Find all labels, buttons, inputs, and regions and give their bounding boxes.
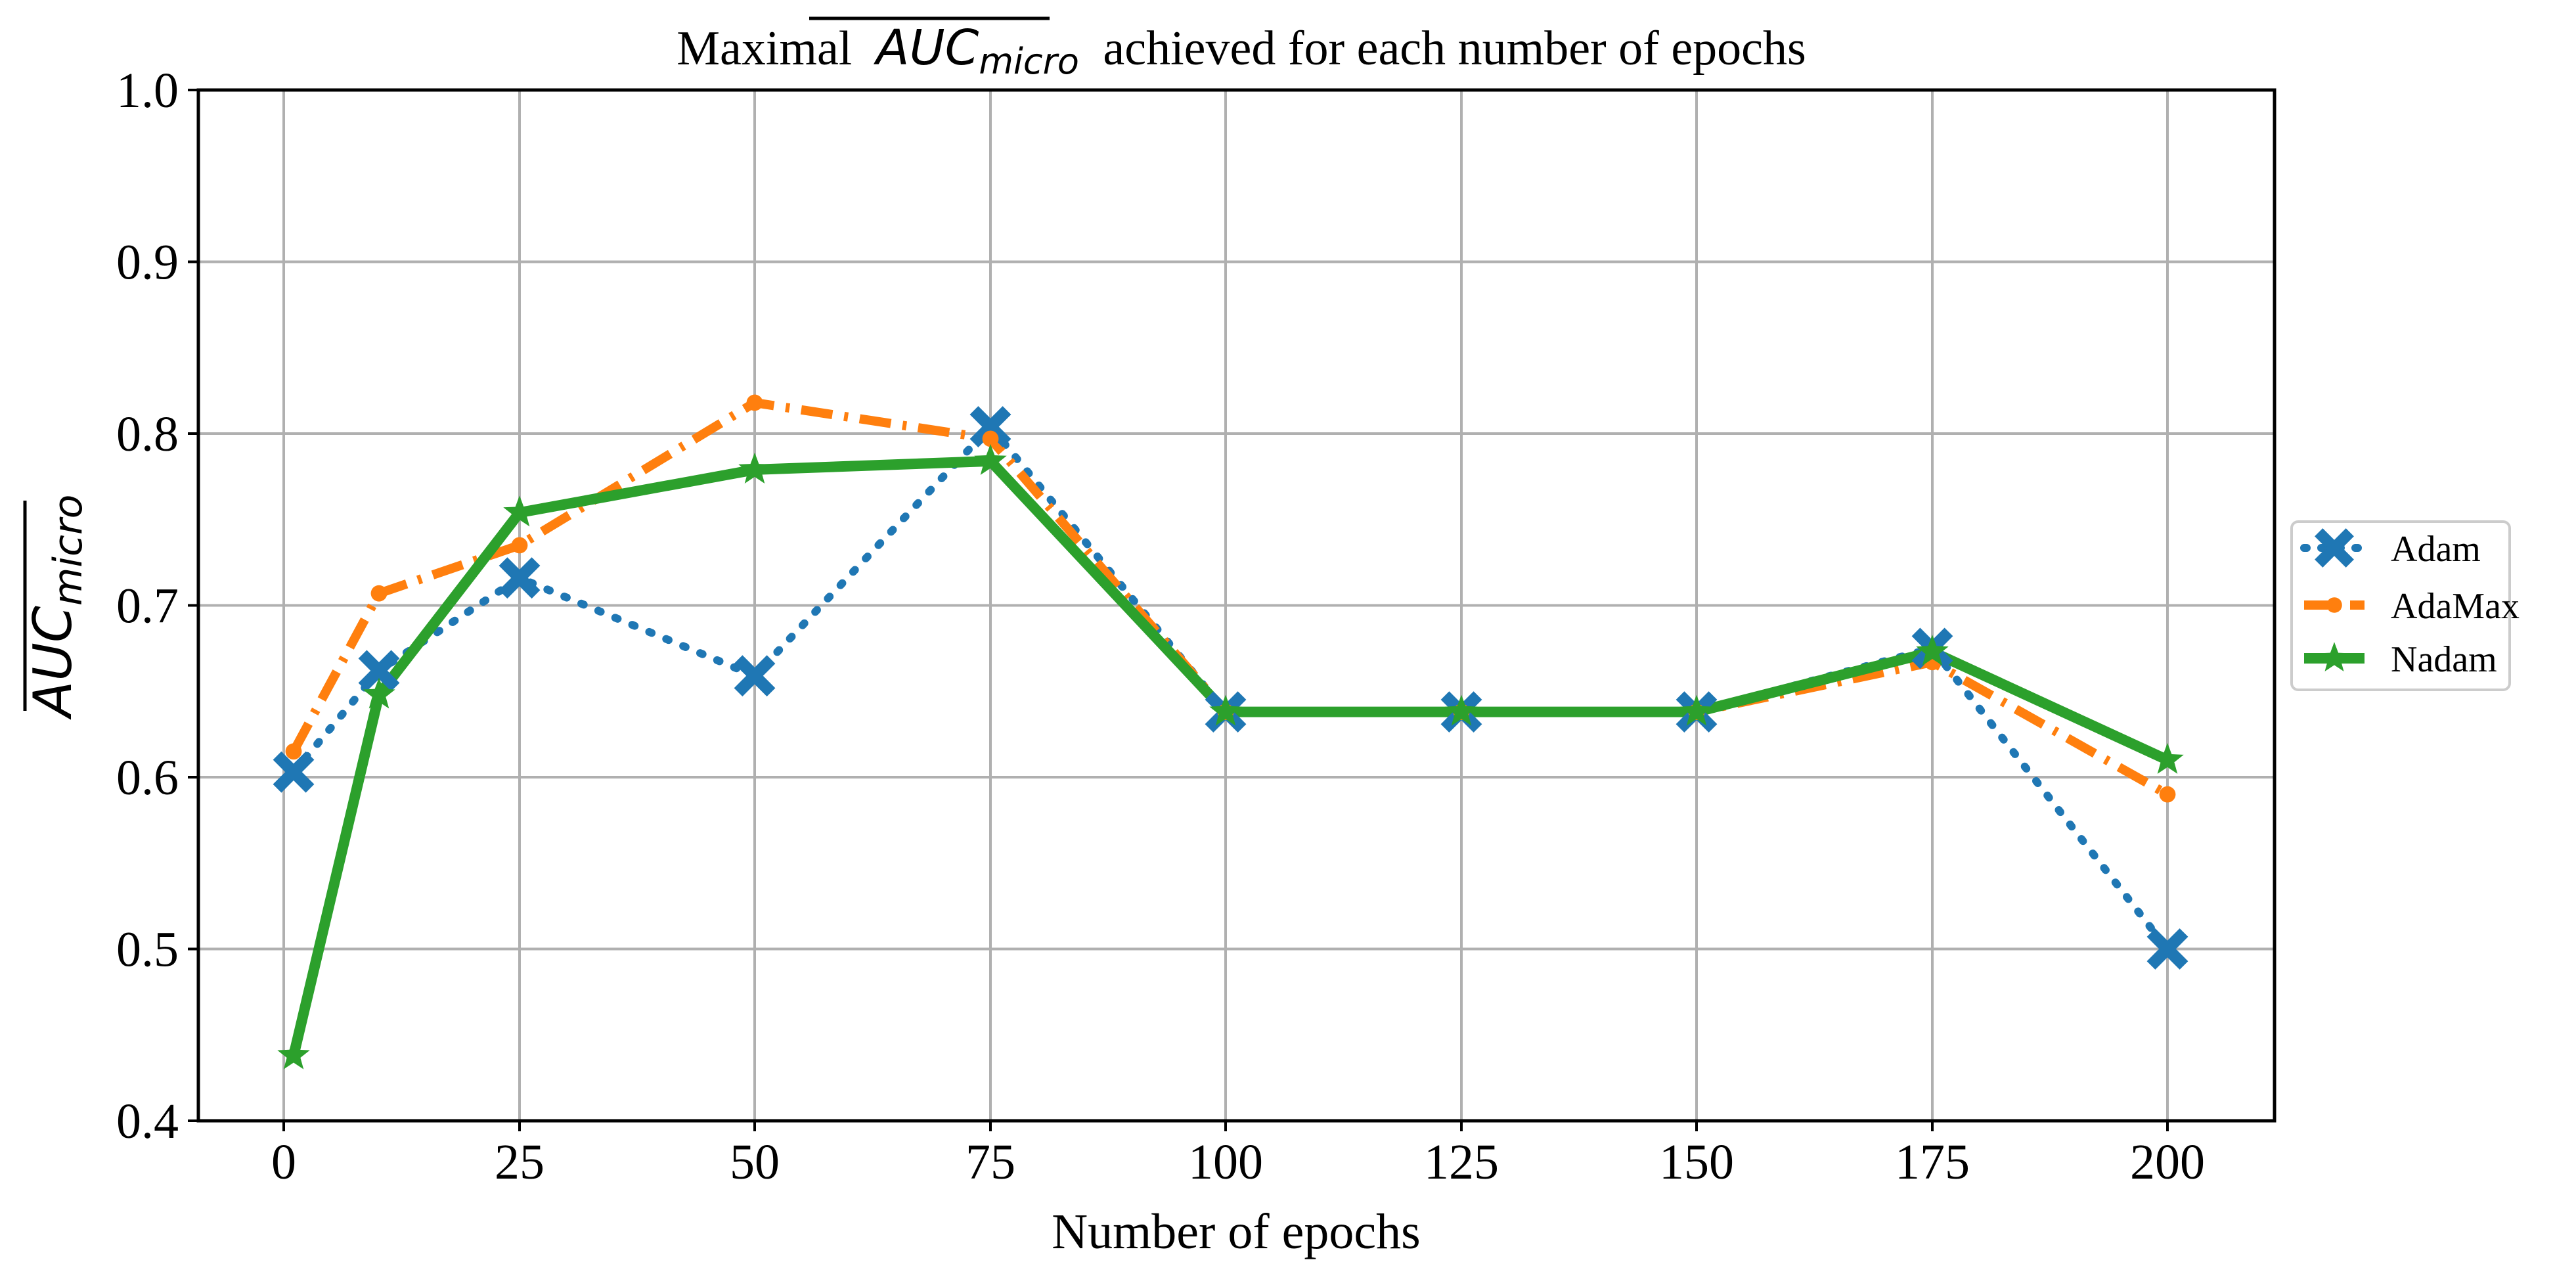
data-point-adamax xyxy=(2159,786,2176,803)
data-point-adam xyxy=(2146,928,2188,970)
x-tick-label: 175 xyxy=(1895,1135,1970,1190)
data-point-nadam xyxy=(738,452,771,484)
data-point-nadam xyxy=(1445,694,1478,726)
svg-text:AUCmicro: AUCmicro xyxy=(22,495,91,721)
data-point-adamax xyxy=(746,394,763,411)
legend-marker-adam xyxy=(2315,528,2354,568)
data-point-nadam xyxy=(1680,694,1713,726)
data-point-adam xyxy=(499,557,541,599)
chart-title-metric-sub: micro xyxy=(979,41,1079,82)
legend-label-adam: Adam xyxy=(2391,529,2481,570)
data-point-adamax xyxy=(511,537,528,554)
data-point-nadam xyxy=(974,443,1007,475)
series-line-nadam xyxy=(288,455,2170,1057)
x-tick-label: 125 xyxy=(1424,1135,1499,1190)
data-point-adamax xyxy=(285,743,302,760)
data-point-adam xyxy=(969,406,1011,447)
grid xyxy=(198,89,2275,1122)
chart-title: Maximal AUCmicro achieved for each numbe… xyxy=(677,20,1806,85)
chart-title-metric: AUC xyxy=(874,20,979,76)
data-point-adam xyxy=(273,751,315,793)
data-point-nadam xyxy=(363,677,395,709)
legend: Adam AdaMax Nadam xyxy=(2290,520,2520,691)
x-axis-label: Number of epochs xyxy=(1052,1204,1420,1259)
legend-marker-nadam xyxy=(2319,642,2350,671)
y-tick-label: 0.8 xyxy=(116,407,179,462)
x-tick-label: 25 xyxy=(495,1135,544,1190)
y-axis-label: AUCmicro xyxy=(22,495,91,721)
y-tick-label: 1.0 xyxy=(116,63,179,118)
data-point-adamax xyxy=(982,430,999,447)
y-tick-label: 0.7 xyxy=(116,579,179,634)
data-point-adam xyxy=(358,650,400,692)
data-point-nadam xyxy=(277,1038,310,1070)
y-ticks: 0.4 0.5 0.6 0.7 0.8 0.9 1.0 xyxy=(116,63,198,1149)
y-axis-label-base: AUC xyxy=(22,606,83,720)
chart-title-prefix: Maximal xyxy=(677,22,852,76)
x-tick-label: 200 xyxy=(2130,1135,2205,1190)
series-line-adamax xyxy=(289,397,2170,799)
legend-label-adamax: AdaMax xyxy=(2391,586,2520,627)
series-markers xyxy=(273,394,2188,1070)
data-point-nadam xyxy=(2151,742,2184,774)
data-point-nadam xyxy=(503,495,536,527)
x-tick-label: 0 xyxy=(271,1135,296,1190)
x-ticks: 0 25 50 75 100 125 150 175 200 xyxy=(271,1121,2205,1190)
x-tick-label: 75 xyxy=(966,1135,1015,1190)
y-axis-label-sub: micro xyxy=(45,495,91,606)
data-point-adamax xyxy=(370,585,388,602)
x-tick-label: 150 xyxy=(1659,1135,1734,1190)
y-tick-label: 0.6 xyxy=(116,750,179,805)
x-tick-label: 100 xyxy=(1188,1135,1263,1190)
x-tick-label: 50 xyxy=(730,1135,780,1190)
chart-title-suffix: achieved for each number of epochs xyxy=(1103,22,1806,76)
y-tick-label: 0.9 xyxy=(116,235,179,290)
legend-label-nadam: Nadam xyxy=(2391,639,2497,680)
series-lines xyxy=(288,397,2171,1057)
y-tick-label: 0.4 xyxy=(116,1094,179,1149)
data-point-nadam xyxy=(1209,694,1242,726)
legend-marker-adamax xyxy=(2326,597,2342,613)
data-point-nadam xyxy=(1916,635,1949,666)
data-point-adam xyxy=(734,655,776,697)
y-tick-label: 0.5 xyxy=(116,922,179,978)
